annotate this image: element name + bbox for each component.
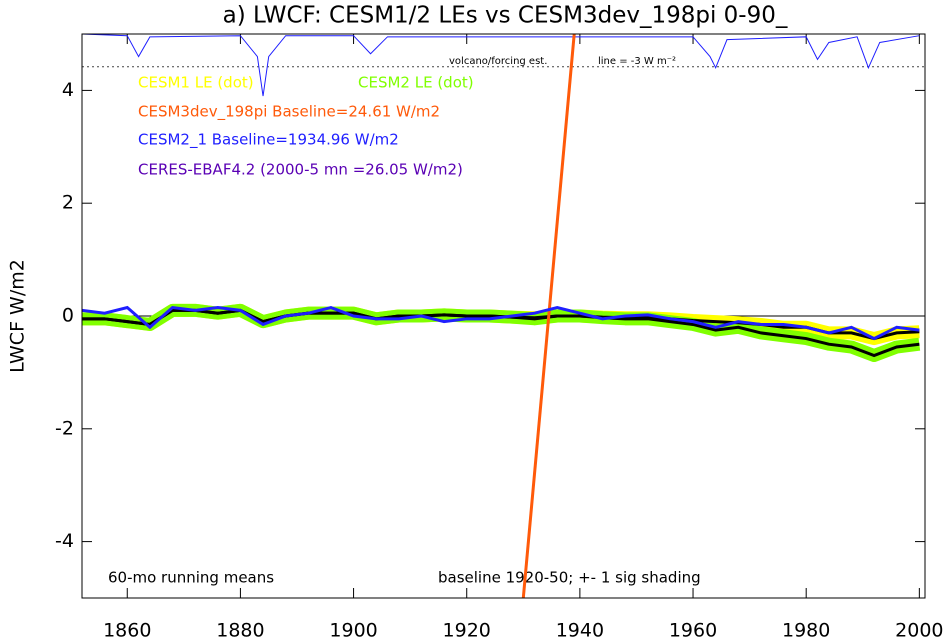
y-tick-label: 2	[62, 192, 74, 214]
x-tick-label: 2000	[895, 620, 943, 641]
y-axis-label: LWCF W/m2	[7, 259, 29, 373]
annotation: volcano/forcing est.	[449, 56, 547, 67]
legend-entry: CERES-EBAF4.2 (2000-5 mn =26.05 W/m2)	[138, 161, 463, 179]
chart-title: a) LWCF: CESM1/2 LEs vs CESM3dev_198pi 0…	[223, 3, 788, 29]
y-tick-label: 0	[62, 305, 74, 327]
plot-frame	[81, 33, 926, 599]
legend-entry: CESM2_1 Baseline=1934.96 W/m2	[138, 131, 399, 150]
series-line	[521, 34, 576, 598]
x-tick-label: 1920	[443, 620, 491, 641]
x-tick-label: 1880	[216, 620, 264, 641]
x-tick-label: 1960	[669, 620, 717, 641]
annotation: baseline 1920-50; +- 1 sig shading	[438, 569, 701, 587]
x-tick-label: 1860	[103, 620, 151, 641]
annotation: line = -3 W m⁻²	[598, 56, 676, 67]
legend-entry: CESM2 LE (dot)	[358, 74, 474, 92]
y-tick-label: -2	[55, 417, 74, 439]
x-tick-label: 1940	[556, 620, 604, 641]
x-tick-label: 1900	[329, 620, 377, 641]
y-tick-label: 4	[62, 79, 74, 101]
series-line	[82, 305, 920, 341]
y-tick-label: -4	[55, 530, 74, 552]
legend-entry: CESM1 LE (dot)	[138, 74, 254, 92]
legend-entry: CESM3dev_198pi Baseline=24.61 W/m2	[138, 103, 440, 122]
forcing-line	[82, 34, 920, 97]
x-tick-label: 1980	[782, 620, 830, 641]
annotation: 60-mo running means	[108, 569, 274, 587]
